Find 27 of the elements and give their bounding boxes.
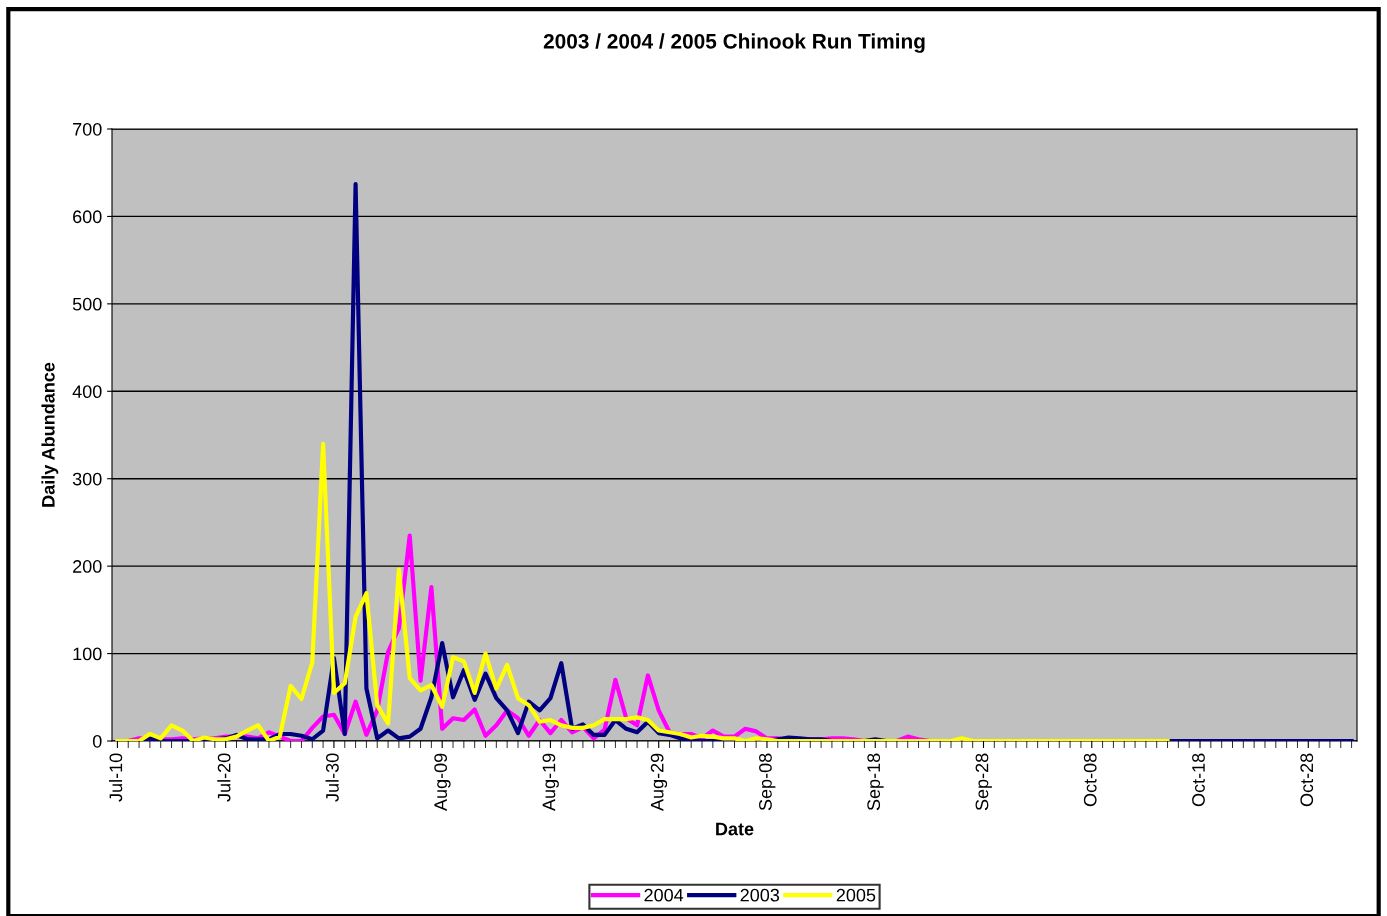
- legend-label: 2003: [740, 888, 780, 902]
- x-tick-label: Jul-20: [217, 753, 231, 802]
- y-axis-title: Daily Abundance: [41, 362, 59, 507]
- y-tick-label: 700: [73, 122, 102, 136]
- x-axis-title: Date: [716, 822, 754, 836]
- x-tick-label: Aug-19: [542, 753, 559, 811]
- x-tick-label: Sep-08: [759, 753, 776, 811]
- y-tick-label: 500: [72, 297, 102, 311]
- y-tick-label: 200: [73, 560, 102, 573]
- chart-title: 2003 / 2004 / 2005 Chinook Run Timing: [543, 33, 925, 53]
- x-tick-label: Sep-18: [867, 753, 884, 811]
- legend-label: 2004: [644, 888, 684, 902]
- y-tick-label: 600: [73, 210, 102, 224]
- legend-label: 2005: [836, 888, 876, 902]
- y-tick-label: 400: [72, 385, 102, 399]
- line-series: [115, 441, 1170, 741]
- x-tick-label: Oct-18: [1192, 753, 1205, 807]
- x-tick-label: Jul-10: [109, 753, 123, 802]
- x-tick-label: Aug-09: [434, 753, 451, 811]
- x-tick-label: Sep-28: [975, 753, 992, 811]
- y-tick-label: 0: [92, 734, 102, 748]
- x-tick-label: Aug-29: [650, 753, 668, 811]
- x-tick-label: Jul-30: [325, 753, 339, 802]
- x-tick-label: Oct-08: [1083, 753, 1097, 807]
- y-tick-label: 100: [73, 647, 102, 661]
- y-tick-label: 300: [72, 472, 102, 486]
- x-tick-label: Oct-28: [1300, 753, 1314, 807]
